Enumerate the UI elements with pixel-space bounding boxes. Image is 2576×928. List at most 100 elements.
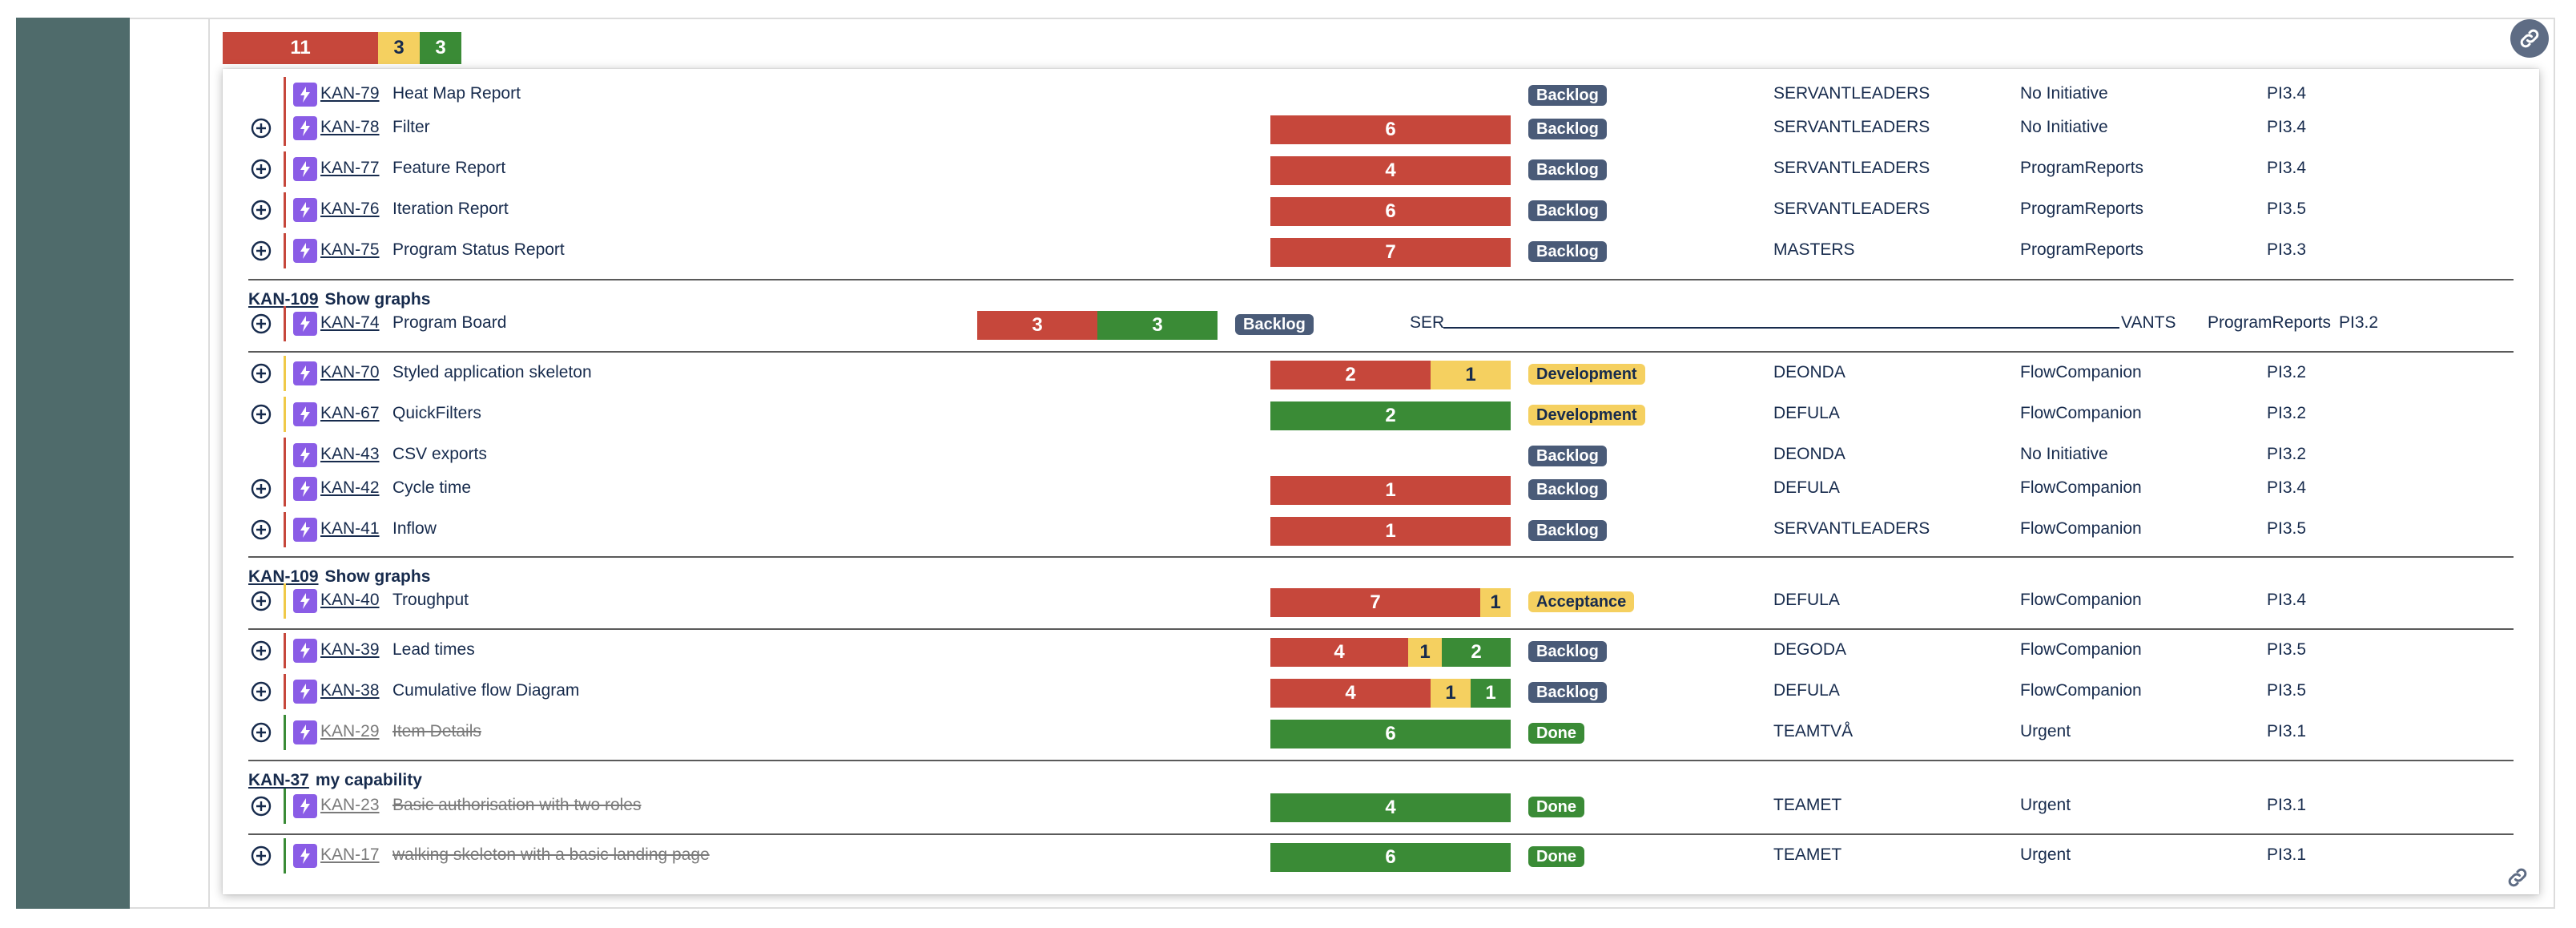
issue-title: Inflow <box>392 519 437 538</box>
issue-row[interactable]: KAN-67 QuickFilters 2 Development DEFULA… <box>223 397 2539 432</box>
plus-circle-icon[interactable] <box>250 795 272 817</box>
plus-circle-icon[interactable] <box>250 240 272 262</box>
issue-progress-bar: 6 <box>1270 843 1511 872</box>
group-name: my capability <box>315 771 422 789</box>
issue-row[interactable]: KAN-78 Filter 6 Backlog SERVANTLEADERS N… <box>223 111 2539 146</box>
issue-title: Troughput <box>392 591 469 609</box>
issue-key-link[interactable]: KAN-39 <box>320 640 380 659</box>
issue-row[interactable]: KAN-76 Iteration Report 6 Backlog SERVAN… <box>223 192 2539 228</box>
issue-key-link[interactable]: KAN-78 <box>320 118 380 136</box>
status-stripe <box>284 674 286 709</box>
issue-progress-bar: 2 <box>1270 401 1511 430</box>
status-badge: Backlog <box>1528 520 1607 541</box>
story-lightning-icon <box>293 239 317 263</box>
plus-circle-icon[interactable] <box>250 158 272 180</box>
issue-row[interactable]: KAN-41 Inflow 1 Backlog SERVANTLEADERS F… <box>223 512 2539 547</box>
progress-segment-todo: 2 <box>1270 361 1431 389</box>
plus-circle-icon[interactable] <box>250 313 272 335</box>
link-icon[interactable] <box>2504 864 2531 891</box>
issue-row[interactable]: KAN-70 Styled application skeleton 2 1 D… <box>223 356 2539 391</box>
issue-row[interactable]: KAN-43 CSV exports Backlog DEONDA No Ini… <box>223 438 2539 473</box>
issue-key-link[interactable]: KAN-38 <box>320 681 380 700</box>
issue-row[interactable]: KAN-39 Lead times 4 1 2 Backlog DEGODA F… <box>223 633 2539 668</box>
issue-key-link[interactable]: KAN-41 <box>320 519 380 538</box>
plus-circle-icon[interactable] <box>250 362 272 385</box>
issue-key-link[interactable]: KAN-40 <box>320 591 380 609</box>
issue-title: Iteration Report <box>392 200 509 218</box>
group-key-link[interactable]: KAN-37 <box>248 771 309 789</box>
issue-row[interactable]: KAN-74 Program Board 3 3 Backlog SER VAN… <box>223 306 2539 341</box>
issue-key-link[interactable]: KAN-42 <box>320 478 380 497</box>
initiative-label: ProgramReports <box>2020 240 2144 259</box>
issue-row[interactable]: KAN-75 Program Status Report 7 Backlog M… <box>223 233 2539 268</box>
progress-segment-done: 4 <box>1270 793 1511 822</box>
issue-title: CSV exports <box>392 445 487 463</box>
issue-row[interactable]: KAN-23 Basic authorisation with two role… <box>223 789 2539 824</box>
initiative-label: No Initiative <box>2020 445 2108 463</box>
issue-key-link[interactable]: KAN-23 <box>320 796 380 814</box>
story-lightning-icon <box>293 402 317 426</box>
issue-row[interactable]: KAN-38 Cumulative flow Diagram 4 1 1 Bac… <box>223 674 2539 709</box>
initiative-label: ProgramReports <box>2208 313 2332 332</box>
plus-circle-icon[interactable] <box>250 640 272 662</box>
issue-row[interactable]: KAN-77 Feature Report 4 Backlog SERVANTL… <box>223 151 2539 187</box>
status-stripe <box>284 633 286 668</box>
pi-label: PI3.2 <box>2339 313 2379 332</box>
plus-circle-icon[interactable] <box>250 117 272 139</box>
issue-progress-bar: 1 <box>1270 517 1511 546</box>
issue-title: Cumulative flow Diagram <box>392 681 580 700</box>
team-label: MASTERS <box>1773 240 1855 259</box>
issue-key-link[interactable]: KAN-79 <box>320 84 380 103</box>
initiative-label: No Initiative <box>2020 84 2108 103</box>
summary-segment-todo: 11 <box>223 32 378 64</box>
story-lightning-icon <box>293 589 317 613</box>
status-stripe <box>284 192 286 228</box>
story-lightning-icon <box>293 116 317 140</box>
group-key-link[interactable]: KAN-109 <box>248 567 319 586</box>
plus-circle-icon[interactable] <box>250 845 272 867</box>
issue-title: Program Status Report <box>392 240 565 259</box>
issue-row[interactable]: KAN-17 walking skeleton with a basic lan… <box>223 838 2539 874</box>
plus-circle-icon[interactable] <box>250 590 272 612</box>
issue-row[interactable]: KAN-40 Troughput 7 1 Acceptance DEFULA F… <box>223 583 2539 619</box>
progress-segment-in-progress: 1 <box>1408 638 1442 667</box>
issue-key-link[interactable]: KAN-70 <box>320 363 380 381</box>
issue-key-link[interactable]: KAN-17 <box>320 845 380 864</box>
issue-key-link[interactable]: KAN-43 <box>320 445 380 463</box>
issue-title: Styled application skeleton <box>392 363 592 381</box>
team-label: DEONDA <box>1773 445 1845 463</box>
group-key-link[interactable]: KAN-109 <box>248 290 319 309</box>
group-divider <box>248 833 2514 835</box>
issue-title: Item Details <box>392 722 481 740</box>
link-icon[interactable] <box>2510 19 2549 58</box>
pi-label: PI3.4 <box>2267 159 2307 177</box>
plus-circle-icon[interactable] <box>250 199 272 221</box>
story-lightning-icon <box>293 157 317 181</box>
plus-circle-icon[interactable] <box>250 680 272 703</box>
issue-progress-bar: 7 <box>1270 238 1511 267</box>
summary-segment-done: 3 <box>420 32 461 64</box>
issue-row[interactable]: KAN-29 Item Details 6 Done TEAMTVÅ Urgen… <box>223 715 2539 750</box>
plus-circle-icon[interactable] <box>250 478 272 500</box>
progress-segment-todo: 6 <box>1270 115 1511 144</box>
progress-segment-done: 2 <box>1270 401 1511 430</box>
plus-circle-icon[interactable] <box>250 403 272 426</box>
plus-circle-icon[interactable] <box>250 518 272 541</box>
issue-key-link[interactable]: KAN-76 <box>320 200 380 218</box>
team-label: SERVANTLEADERS <box>1773 159 1930 177</box>
group-name: Show graphs <box>324 290 431 309</box>
issue-key-link[interactable]: KAN-67 <box>320 404 380 422</box>
story-lightning-icon <box>293 477 317 501</box>
issue-key-link[interactable]: KAN-75 <box>320 240 380 259</box>
issue-row[interactable]: KAN-42 Cycle time 1 Backlog DEFULA FlowC… <box>223 471 2539 506</box>
status-badge: Backlog <box>1528 159 1607 180</box>
issue-row[interactable]: KAN-79 Heat Map Report Backlog SERVANTLE… <box>223 77 2539 112</box>
issue-key-link[interactable]: KAN-74 <box>320 313 380 332</box>
group-divider <box>248 760 2514 761</box>
plus-circle-icon[interactable] <box>250 721 272 744</box>
progress-segment-todo: 4 <box>1270 156 1511 185</box>
issue-key-link[interactable]: KAN-77 <box>320 159 380 177</box>
issue-key-link[interactable]: KAN-29 <box>320 722 380 740</box>
inner-frame <box>208 18 2555 909</box>
summary-segment-in-progress: 3 <box>378 32 420 64</box>
